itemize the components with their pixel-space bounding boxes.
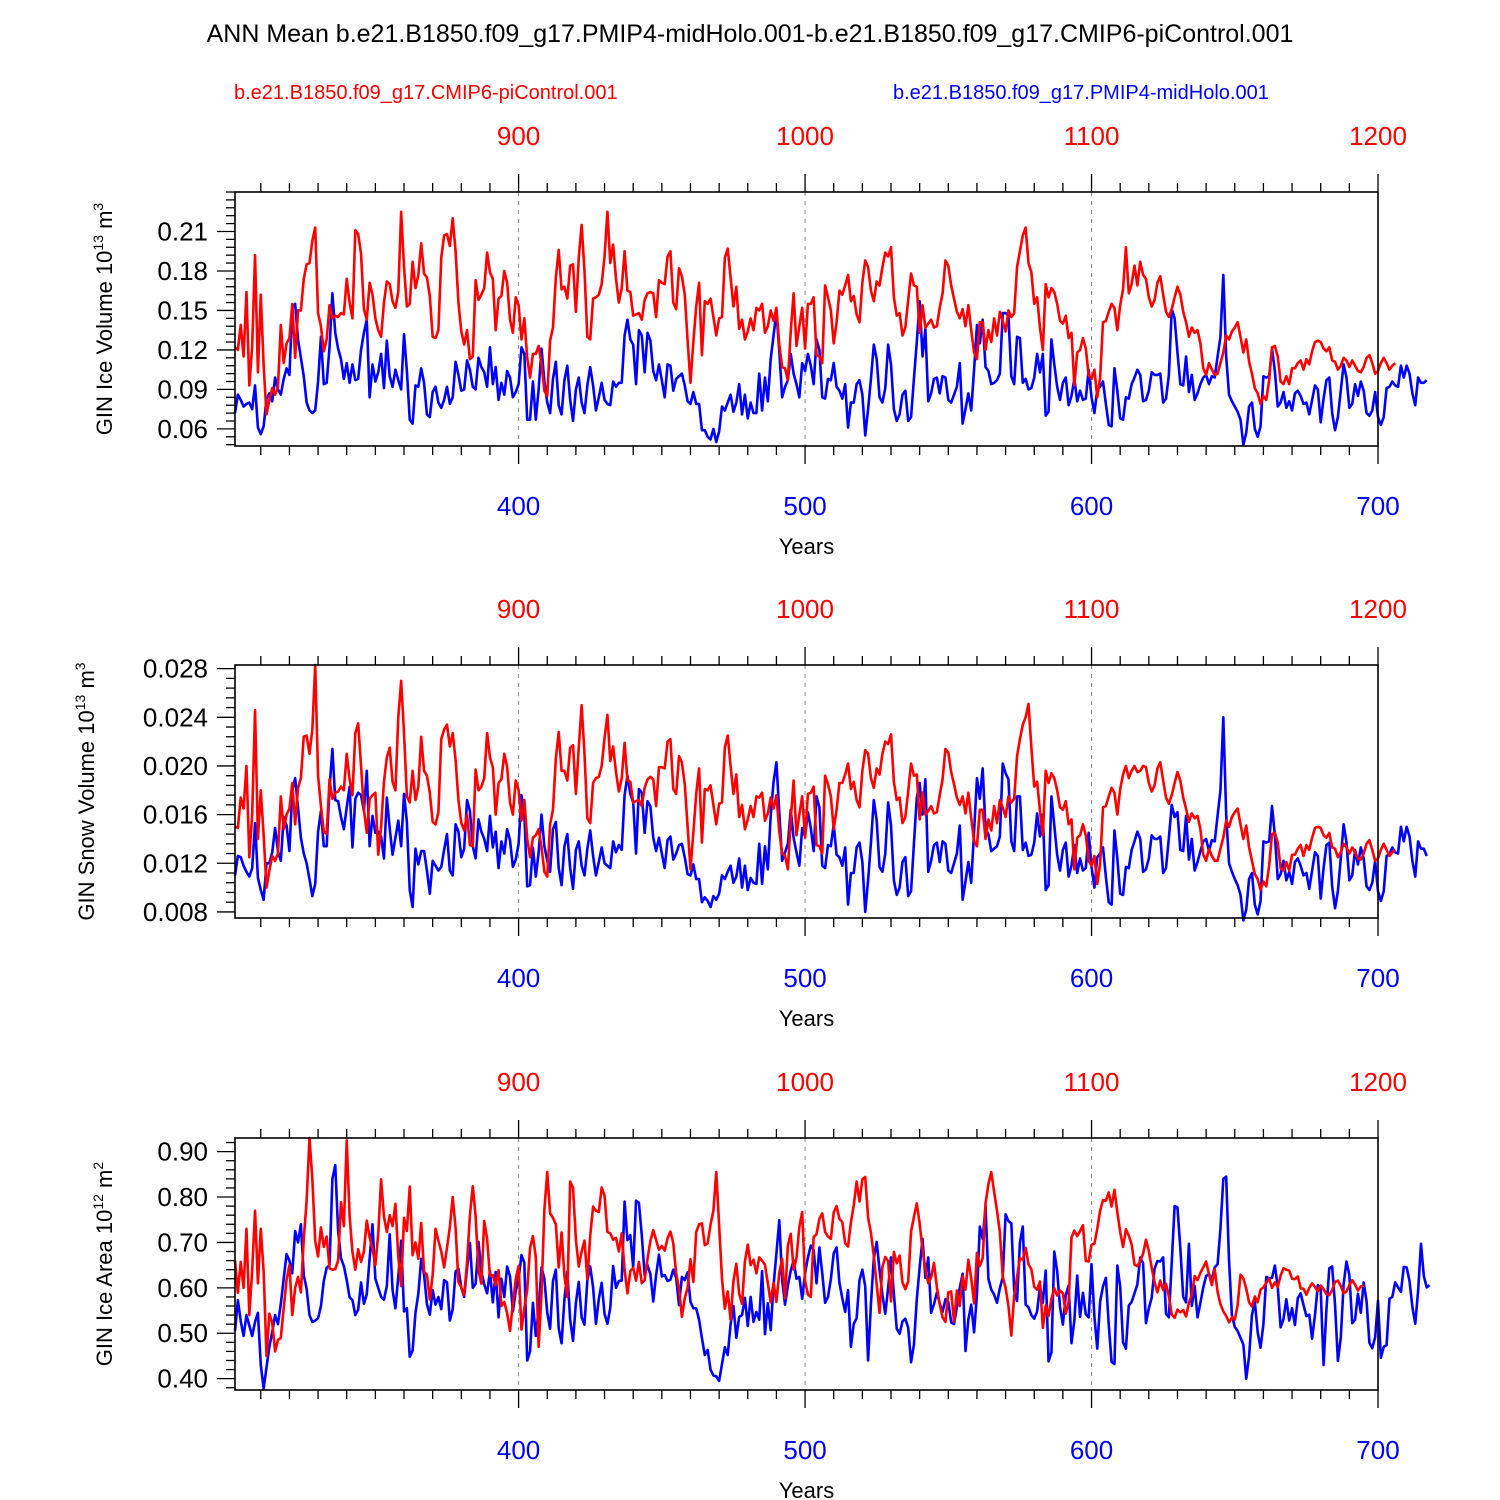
ice_volume-y-axis-label-part: m [92,211,117,235]
ice_area-y-axis-label-part: 12 [90,1194,106,1210]
snow_volume-bottom-tick-label-400: 400 [497,963,540,993]
ice_volume-y-tick-label: 0.21 [157,216,208,246]
ice_area-y-tick-label: 0.80 [157,1182,208,1212]
ice_volume-bottom-tick-label-500: 500 [783,491,826,521]
ice_volume-y-axis-label: GIN Ice Volume 1013 m3 [90,203,117,436]
ice_area-plot-frame [234,1137,1379,1391]
snow_volume-y-tick-label: 0.012 [143,848,208,878]
ice_area-y-axis-label: GIN Ice Area 1012 m2 [90,1162,117,1367]
ice_area-top-tick-label-1200: 1200 [1349,1067,1407,1097]
ice_volume-top-tick-label-900: 900 [497,121,540,151]
snow_volume-x-axis-label: Years [779,1006,834,1031]
snow_volume-series-control-line [234,663,1397,892]
ice_area-x-axis-label: Years [779,1478,834,1500]
ice_volume-y-axis-label-part: 3 [90,203,106,211]
snow_volume-series-midholo-line [233,715,1428,922]
snow_volume-top-tick-label-1100: 1100 [1064,594,1120,624]
ice_volume-y-tick-label: 0.18 [157,256,208,286]
ice_area-series-midholo-line [233,1163,1431,1390]
ice_volume-bottom-tick-label-400: 400 [497,491,540,521]
ice_volume-bottom-tick-label-700: 700 [1356,491,1399,521]
snow_volume-y-axis-label-part: 13 [72,694,88,710]
ice_area-bottom-tick-label-500: 500 [783,1435,826,1465]
ice_volume-series-control-line [234,210,1397,416]
legend-midholo-run: b.e21.B1850.f09_g17.PMIP4-midHolo.001 [893,82,1269,104]
ice_area-top-tick-label-1000: 1000 [776,1067,834,1097]
snow_volume-y-tick-label: 0.016 [143,800,208,830]
ice_area-y-axis-label-part: 2 [90,1162,106,1170]
ice_volume-plot-frame [234,191,1379,447]
ice_volume-bottom-tick-label-600: 600 [1070,491,1113,521]
ice_volume-series-midholo-line [233,273,1428,446]
snow_volume-top-tick-label-1000: 1000 [776,594,834,624]
snow_volume-bottom-tick-label-600: 600 [1070,963,1113,993]
ice_volume-y-axis-label-part: 13 [90,235,106,251]
ice_volume-top-tick-label-1000: 1000 [776,121,834,151]
ice_volume-top-tick-label-1200: 1200 [1349,121,1407,151]
ice_area-y-axis-label-part: GIN Ice Area 10 [92,1210,117,1367]
ice_area-bottom-tick-label-400: 400 [497,1435,540,1465]
ice_area-y-tick-label: 0.40 [157,1364,208,1394]
snow_volume-bottom-tick-label-500: 500 [783,963,826,993]
ice_volume-x-axis-label: Years [779,534,834,559]
ice_volume-y-tick-label: 0.15 [157,295,208,325]
snow_volume-plot-frame [234,664,1379,919]
snow_volume-y-tick-label: 0.024 [143,702,208,732]
snow_volume-y-axis-label: GIN Snow Volume 1013 m3 [72,662,99,920]
ice_volume-y-axis-label-part: GIN Ice Volume 10 [92,251,117,436]
ice_volume-y-tick-label: 0.12 [157,335,208,365]
snow_volume-bottom-tick-label-700: 700 [1356,963,1399,993]
snow_volume-y-tick-label: 0.008 [143,897,208,927]
ice_area-top-tick-label-1100: 1100 [1064,1067,1120,1097]
ice_area-series-control-line [233,1136,1365,1358]
snow_volume-top-tick-label-900: 900 [497,594,540,624]
snow_volume-y-axis-label-part: 3 [72,662,88,670]
ice_area-y-tick-label: 0.90 [157,1137,208,1167]
snow_volume-y-axis-label-part: m [74,670,99,694]
ice_area-y-tick-label: 0.50 [157,1318,208,1348]
ice_area-bottom-tick-label-600: 600 [1070,1435,1113,1465]
ice_volume-y-tick-label: 0.06 [157,414,208,444]
ice_volume-top-tick-label-1100: 1100 [1064,121,1120,151]
legend-control-run: b.e21.B1850.f09_g17.CMIP6-piControl.001 [234,82,618,104]
ice_volume-y-tick-label: 0.09 [157,374,208,404]
chart-title: ANN Mean b.e21.B1850.f09_g17.PMIP4-midHo… [206,20,1294,48]
ice_area-y-axis-label-part: m [92,1170,117,1194]
snow_volume-y-tick-label: 0.028 [143,654,208,684]
snow_volume-y-axis-label-part: GIN Snow Volume 10 [74,710,99,920]
ice_area-y-tick-label: 0.70 [157,1227,208,1257]
snow_volume-y-tick-label: 0.020 [143,751,208,781]
ice_area-bottom-tick-label-700: 700 [1356,1435,1399,1465]
ice_area-top-tick-label-900: 900 [497,1067,540,1097]
ice_area-y-tick-label: 0.60 [157,1273,208,1303]
snow_volume-top-tick-label-1200: 1200 [1349,594,1407,624]
